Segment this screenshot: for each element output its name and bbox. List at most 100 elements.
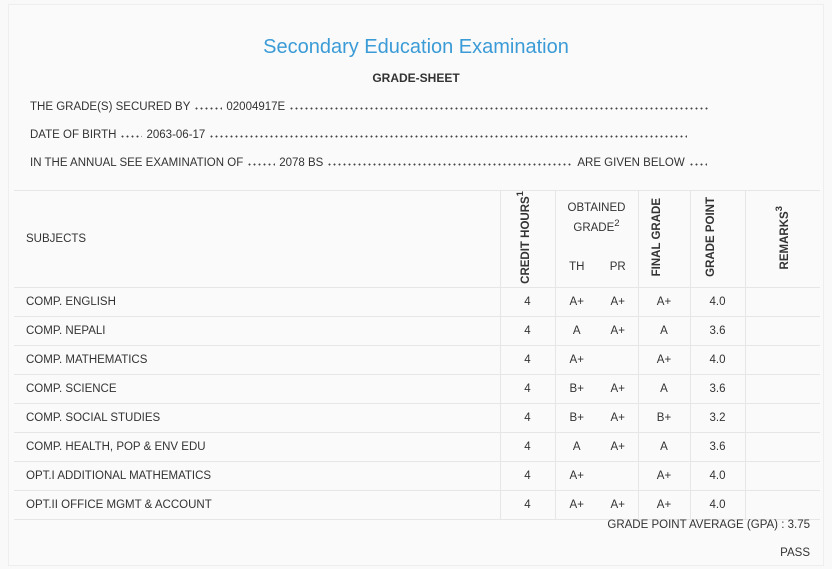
result: PASS [780, 547, 810, 559]
subject: COMP. NEPALI [14, 315, 500, 346]
pr-grade: A+ [598, 286, 638, 317]
final-grade: A+ [637, 344, 690, 375]
leader [194, 107, 223, 110]
info-suffix: ARE GIVEN BELOW [577, 157, 685, 169]
credit-hours: 4 [499, 460, 555, 491]
remarks [744, 402, 820, 433]
header-cell: REMARKS3 [744, 191, 820, 288]
table-row: COMP. HEALTH, POP & ENV EDU 4 A A+ A 3.6 [14, 431, 820, 462]
leader [688, 163, 707, 166]
header-text: TH [569, 260, 585, 273]
table-row: COMP. SCIENCE 4 B+ A+ A 3.6 [14, 373, 820, 404]
info-value: 2063-06-17 [146, 129, 206, 141]
pr-grade [598, 460, 638, 491]
footnote-mark: 3 [774, 205, 786, 212]
final-grade: A+ [637, 489, 690, 520]
header-cell: TH [554, 246, 598, 288]
subject: COMP. SOCIAL STUDIES [14, 402, 500, 433]
th-grade: A+ [554, 286, 598, 317]
final-grade: A+ [637, 286, 690, 317]
leader [247, 163, 276, 166]
grade-point: 4.0 [689, 286, 745, 317]
grade-point: 3.6 [689, 431, 745, 462]
gpa-label: GRADE POINT AVERAGE (GPA) : [607, 519, 785, 531]
grade-point: 3.6 [689, 315, 745, 346]
credit-hours: 4 [499, 344, 555, 375]
table-row: COMP. SOCIAL STUDIES 4 B+ A+ B+ 3.2 [14, 402, 820, 433]
pr-grade [598, 344, 638, 375]
header-cell: OBTAINED GRADE2 [554, 191, 638, 247]
subject: COMP. SCIENCE [14, 373, 500, 404]
subject: COMP. MATHEMATICS [14, 344, 500, 375]
subject: COMP. ENGLISH [14, 286, 500, 317]
th-grade: A+ [554, 460, 598, 491]
grade-point: 3.6 [689, 373, 745, 404]
final-grade: B+ [637, 402, 690, 433]
credit-hours: 4 [499, 489, 555, 520]
leader [120, 135, 143, 138]
gpa-line: GRADE POINT AVERAGE (GPA) : 3.75 [607, 519, 810, 531]
header-text: OBTAINED GRADE [567, 202, 626, 235]
info-line: THE GRADE(S) SECURED BY 02004917E [30, 101, 713, 113]
grade-point: 4.0 [689, 344, 745, 375]
table-body: COMP. ENGLISH 4 A+ A+ A+ 4.0 COMP. NEPALI 4 A A+ A… [14, 286, 820, 520]
subject: COMP. HEALTH, POP & ENV EDU [14, 431, 500, 462]
table-row: OPT.II OFFICE MGMT & ACCOUNT 4 A+ A+ A+ 4.0 [14, 489, 820, 520]
credit-hours: 4 [499, 286, 555, 317]
credit-hours: 4 [499, 373, 555, 404]
leader [327, 163, 574, 166]
header-cell: GRADE POINT [689, 191, 745, 288]
grade-point: 3.2 [689, 402, 745, 433]
final-grade: A+ [637, 460, 690, 491]
pr-grade: A+ [598, 373, 638, 404]
th-grade: A+ [554, 489, 598, 520]
remarks [744, 344, 820, 375]
subtitle: GRADE-SHEET [372, 71, 460, 85]
table-row: COMP. MATHEMATICS 4 A+ A+ 4.0 [14, 344, 820, 375]
credit-hours: 4 [499, 431, 555, 462]
subject: OPT.I ADDITIONAL MATHEMATICS [14, 460, 500, 491]
header-text: SUBJECTS [26, 232, 87, 245]
table-row: COMP. ENGLISH 4 A+ A+ A+ 4.0 [14, 286, 820, 317]
credit-hours: 4 [499, 402, 555, 433]
info-label: THE GRADE(S) SECURED BY [30, 101, 191, 113]
info-label: IN THE ANNUAL SEE EXAMINATION OF [30, 157, 244, 169]
divider [14, 190, 820, 191]
grade-point: 4.0 [689, 489, 745, 520]
th-grade: A [554, 315, 598, 346]
header-text: CREDIT HOURS [519, 196, 532, 284]
remarks [744, 489, 820, 520]
pr-grade: A+ [598, 431, 638, 462]
credit-hours: 4 [499, 315, 555, 346]
header-text: FINAL GRADE [651, 198, 663, 277]
footnote-mark: 1 [514, 191, 526, 197]
header-text: GRADE POINT [704, 197, 717, 278]
table-row: COMP. NEPALI 4 A A+ A 3.6 [14, 315, 820, 346]
footnote-mark: 2 [614, 218, 620, 230]
th-grade: B+ [554, 402, 598, 433]
info-value: 2078 BS [279, 157, 324, 169]
th-grade: A [554, 431, 598, 462]
final-grade: A [637, 373, 690, 404]
leader [209, 135, 688, 138]
grade-point: 4.0 [689, 460, 745, 491]
header-cell: PR [598, 247, 638, 288]
title: Secondary Education Examination [263, 36, 569, 58]
remarks [744, 373, 820, 404]
header-text: PR [609, 260, 626, 273]
grade-table: SUBJECTS CREDIT HOURS1 OBTAINED GRADE2 F… [14, 191, 820, 520]
final-grade: A [637, 315, 690, 346]
info-line: IN THE ANNUAL SEE EXAMINATION OF 2078 BS… [30, 157, 711, 169]
leader [289, 107, 710, 110]
table-row: OPT.I ADDITIONAL MATHEMATICS 4 A+ A+ 4.0 [14, 460, 820, 491]
th-grade: A+ [554, 344, 598, 375]
header-cell: SUBJECTS [14, 191, 500, 287]
header-text: REMARKS [779, 211, 792, 270]
info-label: DATE OF BIRTH [30, 129, 117, 141]
header-cell: CREDIT HOURS1 [499, 191, 555, 288]
gpa-value: 3.75 [787, 519, 810, 531]
remarks [744, 431, 820, 462]
pr-grade: A+ [598, 489, 638, 520]
pr-grade: A+ [598, 402, 638, 433]
